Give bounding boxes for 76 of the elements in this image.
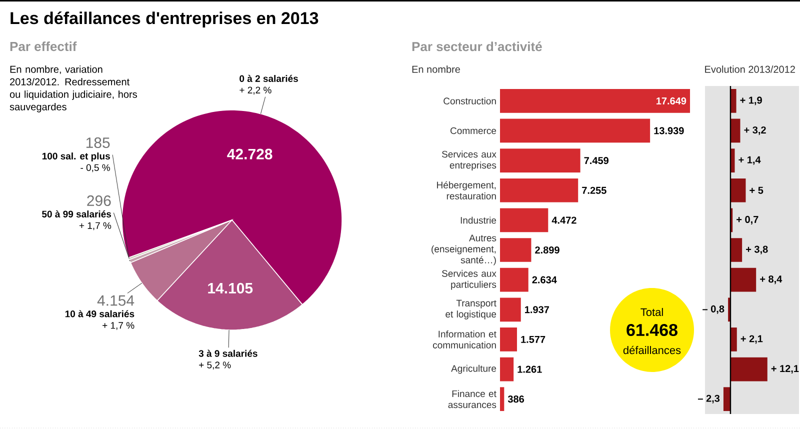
slice-label: 3 à 9 salariés [198,350,258,357]
data-label: + 2,1 [740,335,763,344]
y-tick-label: Services aux particuliers [442,270,496,290]
bar [500,357,514,382]
data-label: 17.649 [656,97,686,104]
bar [500,148,580,172]
bar [500,298,521,322]
data-label: 7.255 [582,186,606,194]
y-tick-label: Autres (enseignement, santé…) [432,234,496,266]
data-label: + 1,9 [740,96,762,106]
data-label: 386 [508,396,524,403]
text: En nombre, variation 2013/2012. Redressement ou liquidation judiciaire, hors sauvegardes [10,66,137,112]
data-label: 1.937 [525,306,549,314]
slice-label: 0 à 2 salariés [240,74,298,82]
text: + 1,7 % [79,222,112,230]
data-label: + 12,1 [771,365,799,374]
text: + 1,7 % [102,322,134,330]
y-tick-label: Agriculture [451,364,496,374]
data-label: 185 [86,137,110,148]
chart-subtitle: Par effectif [10,42,77,52]
y-tick-label: Services aux entreprises [442,150,496,170]
bar [500,387,504,412]
bar [500,268,528,292]
data-label: + 8,4 [760,276,782,284]
y-tick-label: Finance et assurances [448,390,496,408]
bar [730,88,736,113]
y-tick-label: Industrie [460,216,496,224]
data-label: 1.261 [518,366,542,373]
slice-label: 10 à 49 salariés [65,310,134,318]
data-label: – 0,8 [702,305,724,314]
annotation: Total [640,308,663,316]
bar [500,118,650,143]
y-tick-label: Construction [444,97,496,104]
slice-label: 50 à 99 salariés [42,210,112,218]
slice-label: 100 sal. et plus [42,152,110,162]
bar [500,88,690,113]
chart-title: Les défaillances d'entreprises en 2013 [10,12,318,28]
bar [500,178,578,202]
y-tick-label: Hébergement, restauration [437,181,496,200]
bar [730,118,740,143]
y-tick-label: Commerce [450,127,496,134]
bar [723,387,730,412]
bar [730,328,737,352]
data-label: 42.728 [227,148,272,160]
y-tick-label: Information et communication [432,330,496,348]
bar [500,208,548,232]
data-label: 4.472 [552,216,576,224]
bar [730,357,768,382]
data-label: 2.634 [532,276,557,284]
data-label: 13.939 [654,127,684,134]
bar [730,238,742,262]
data-label: 7.459 [584,157,608,164]
y-tick-label: Transport et logistique [446,300,496,320]
data-label: + 0,7 [736,216,758,224]
data-label: 2.899 [535,246,560,254]
bar [730,268,756,292]
data-label: + 5 [750,186,764,194]
data-label: – 2,3 [698,394,720,404]
data-label: 14.105 [208,282,253,294]
annotation: défaillances [623,346,681,354]
bar [500,238,532,262]
chart-title: Par secteur d’activité [412,42,542,52]
data-label: 296 [87,195,111,206]
bar [730,178,746,202]
chart-subtitle: En nombre [412,66,460,73]
data-label: 1.577 [521,336,546,343]
data-label: + 1,4 [738,156,761,165]
annotation: 61.468 [626,324,678,336]
text: + 5,2 % [199,362,231,370]
text: + 2,2 % [240,86,272,95]
text: - 0,5 % [80,164,110,172]
bar [500,328,517,352]
data-label: 4.154 [97,295,134,306]
data-label: + 3,2 [744,126,766,135]
chart-title: Evolution 2013/2012 [705,66,795,73]
data-label: + 3,8 [746,246,768,254]
